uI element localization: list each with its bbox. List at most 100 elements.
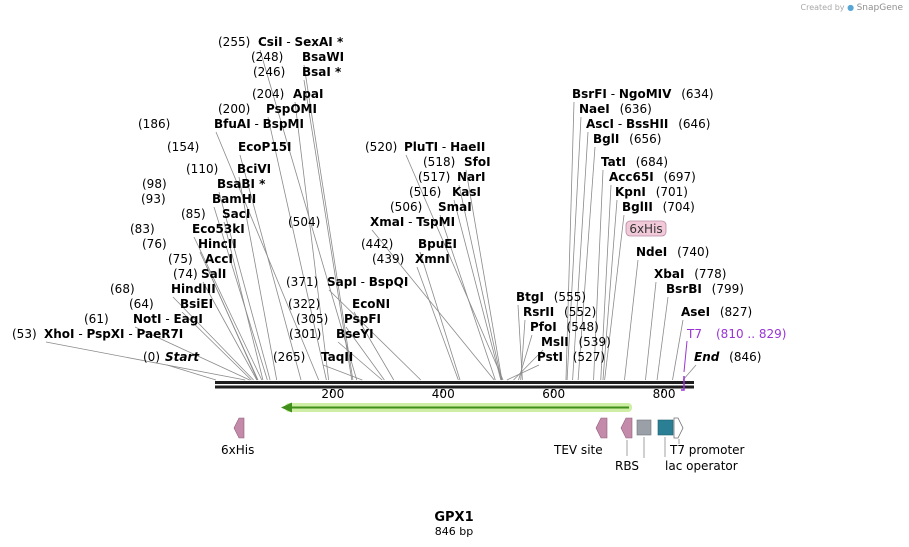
orf-arrowhead (281, 402, 292, 413)
site-label-bsrfi[interactable]: BsrFI - NgoMIV (634) (572, 87, 714, 101)
site-label-text: (76) HincII (142, 237, 237, 251)
rbs-feature[interactable]: RBS (615, 419, 652, 473)
site-label-kasi[interactable]: (516) KasI (409, 185, 481, 199)
site-leader (303, 79, 353, 381)
site-label-pspomi[interactable]: (200) PspOMI (218, 102, 317, 116)
site-label-csii[interactable]: (255) CsiI - SexAI * (218, 35, 344, 49)
site-label-taqii[interactable]: (265) TaqII (273, 350, 353, 364)
site-label-bsiei[interactable]: (64) BsiEI (129, 297, 213, 311)
site-label-text: Acc65I (697) (609, 170, 696, 184)
site-label-kpni[interactable]: KpnI (701) (615, 185, 688, 199)
site-label-pfoi[interactable]: PfoI (548) (530, 320, 599, 334)
site-label-xhoi[interactable]: (53) XhoI - PspXI - PaeR7I (12, 327, 183, 341)
site-label-pspfi[interactable]: (305) PspFI (296, 312, 381, 326)
site-label-bamhi[interactable]: (93) BamHI (141, 192, 256, 206)
site-labels: (0) Start (53) XhoI - PspXI - PaeR7I(61) Not… (12, 35, 761, 364)
site-label-sapi[interactable]: (371) SapI - BspQI (286, 275, 408, 289)
site-leader (600, 184, 612, 381)
his-tag-second-feature[interactable] (620, 417, 633, 456)
site-leader (656, 296, 669, 381)
site-label-msli[interactable]: MslI (539) (541, 335, 611, 349)
site-label-pluti[interactable]: (520) PluTI - HaeII (365, 140, 485, 154)
site-label-text: NaeI (636) (579, 102, 652, 116)
his-tag-bottom-arrow-icon (233, 417, 245, 439)
site-leader (166, 364, 217, 381)
site-label-bglii[interactable]: BglII (704) (622, 200, 695, 214)
site-label-psti[interactable]: PstI (527) (537, 350, 605, 364)
site-label-bfuai[interactable]: (186) BfuAI - BspMI (138, 117, 304, 131)
his-tag-bottom-feature[interactable]: 6xHis (221, 417, 254, 457)
his-tag-top-feature[interactable]: 6xHis (625, 220, 667, 237)
site-label-start[interactable]: (0) Start (143, 350, 200, 364)
site-label-text: (255) CsiI - SexAI * (218, 35, 344, 49)
site-label-text: (110) BciVI (186, 162, 271, 176)
site-label-sali[interactable]: (74) SalI (173, 267, 226, 281)
tev-site-feature[interactable]: TEV site (553, 417, 608, 457)
site-leader (259, 49, 358, 381)
site-label-asei[interactable]: AseI (827) (681, 305, 752, 319)
site-label-saci[interactable]: (85) SacI (181, 207, 250, 221)
site-leader (565, 101, 575, 381)
site-label-text: (204) ApaI (252, 87, 323, 101)
site-label-text: (98) BsaBI * (142, 177, 266, 191)
t7-top-label: T7 (686, 327, 702, 341)
site-label-text: (518) SfoI (423, 155, 491, 169)
site-leader (267, 116, 327, 381)
site-label-acc65i[interactable]: Acc65I (697) (609, 170, 696, 184)
site-leader (566, 116, 582, 381)
his-tag-top-label: 6xHis (629, 222, 662, 236)
backbone (215, 381, 694, 389)
site-label-text: BsrFI - NgoMIV (634) (572, 87, 714, 101)
site-label-hindiii[interactable]: (68) HindIII (110, 282, 216, 296)
site-label-bpuei[interactable]: (442) BpuEI (361, 237, 457, 251)
t7-top-leader (683, 340, 688, 373)
site-label-xmai[interactable]: (504) XmaI - TspMI (288, 215, 455, 229)
site-leader (294, 101, 330, 381)
site-label-bseyi[interactable]: (301) BseYI (289, 327, 374, 341)
site-label-bsrbi[interactable]: BsrBI (799) (666, 282, 744, 296)
map-subtitle: 846 bp (435, 525, 473, 538)
site-label-noti[interactable]: (61) NotI - EagI (84, 312, 203, 326)
site-label-bsabi[interactable]: (98) BsaBI * (142, 177, 266, 191)
t7-top-feature[interactable]: T7 (810 .. 829) (683, 327, 786, 373)
site-label-bsawi[interactable]: (248) BsaWI (251, 50, 344, 64)
site-label-eco53ki[interactable]: (83) Eco53kI (130, 222, 245, 236)
site-leader (322, 364, 363, 381)
site-label-text: (93) BamHI (141, 192, 256, 206)
backbone-strand-bottom (215, 385, 694, 389)
site-leader (672, 319, 684, 381)
site-label-naei[interactable]: NaeI (636) (579, 102, 652, 116)
site-label-bgli[interactable]: BglI (656) (593, 132, 661, 146)
site-label-btgi[interactable]: BtgI (555) (516, 290, 586, 304)
site-leader (645, 281, 657, 381)
site-label-text: (439) XmnI (372, 252, 450, 266)
site-label-econi[interactable]: (322) EcoNI (288, 297, 390, 311)
site-label-tati[interactable]: TatI (684) (601, 155, 668, 169)
site-leader (328, 289, 422, 381)
site-label-rsrii[interactable]: RsrII (552) (523, 305, 596, 319)
tev-site-arrow-icon (595, 417, 608, 439)
site-label-ecop15i[interactable]: (154) EcoP15I (167, 140, 292, 154)
site-label-xmni[interactable]: (439) XmnI (372, 252, 450, 266)
site-label-asci[interactable]: AscI - BssHII (646) (586, 117, 710, 131)
site-label-nari[interactable]: (517) NarI (418, 170, 486, 184)
site-label-end[interactable]: End (846) (694, 350, 761, 364)
site-label-xbai[interactable]: XbaI (778) (654, 267, 727, 281)
lac-operator-feature[interactable]: lac operator (657, 419, 738, 473)
site-leader (181, 311, 252, 381)
site-label-bsai[interactable]: (246) BsaI * (253, 65, 342, 79)
rbs-box (636, 419, 652, 436)
site-label-bcivi[interactable]: (110) BciVI (186, 162, 271, 176)
site-label-acci[interactable]: (75) AccI (168, 252, 233, 266)
orf-arrow[interactable] (281, 402, 632, 413)
site-label-sfoi[interactable]: (518) SfoI (423, 155, 491, 169)
site-label-smai[interactable]: (506) SmaI (390, 200, 472, 214)
t7-promoter-feature[interactable]: T7 promoter (669, 417, 745, 457)
site-label-ndei[interactable]: NdeI (740) (636, 245, 709, 259)
site-leader (238, 176, 278, 381)
site-label-hincii[interactable]: (76) HincII (142, 237, 237, 251)
site-label-apai[interactable]: (204) ApaI (252, 87, 323, 101)
site-label-text: KpnI (701) (615, 185, 688, 199)
axis-tick-label: 400 (432, 387, 455, 401)
